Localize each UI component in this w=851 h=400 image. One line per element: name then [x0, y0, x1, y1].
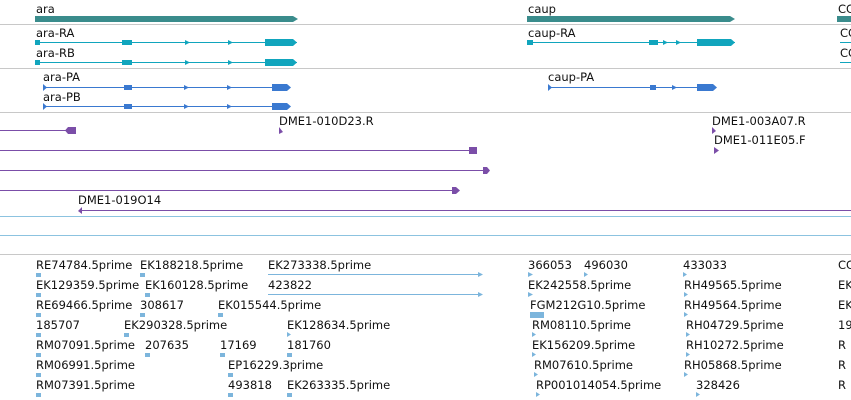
edge-glyph: 19 — [838, 318, 851, 332]
track-separator — [0, 254, 851, 255]
transcript-label-caup-ra[interactable]: caup-RA — [528, 26, 576, 40]
clone-feature[interactable] — [0, 127, 76, 134]
track-separator — [0, 112, 851, 113]
clone-feature-dme1-019o14[interactable] — [78, 207, 851, 214]
gene-feature-cg[interactable] — [837, 16, 851, 22]
est-label[interactable]: EK242558.5prime — [528, 278, 632, 292]
edge-glyph: EK — [838, 298, 851, 312]
est-label[interactable]: 181760 — [287, 338, 331, 352]
edge-glyph: EK — [838, 278, 851, 292]
est-label[interactable]: RH49564.5prime — [684, 298, 782, 312]
est-label[interactable]: 328426 — [696, 378, 740, 392]
est-label[interactable]: 493818 — [228, 378, 272, 392]
est-label[interactable]: 433033 — [683, 258, 727, 272]
est-label[interactable]: RH10272.5prime — [686, 338, 784, 352]
est-label[interactable]: RM07091.5prime — [36, 338, 135, 352]
est-label[interactable]: EK290328.5prime — [124, 318, 228, 332]
est-label[interactable]: EK128634.5prime — [287, 318, 391, 332]
est-label[interactable]: EK129359.5prime — [36, 278, 140, 292]
est-label[interactable]: 308617 — [140, 298, 184, 312]
gene-label-caup[interactable]: caup — [528, 2, 556, 16]
gene-feature-caup[interactable] — [527, 16, 735, 22]
clone-label-dme1-010d23-r[interactable]: DME1-010D23.R — [279, 114, 374, 128]
protein-label-caup-pa[interactable]: caup-PA — [548, 70, 595, 84]
est-label[interactable]: 185707 — [36, 318, 80, 332]
est-label[interactable]: RH04729.5prime — [686, 318, 784, 332]
clone-feature-dme1-011e05-f[interactable] — [714, 147, 719, 154]
track-separator — [0, 68, 851, 69]
clone-feature-dme1-010d23-r[interactable] — [279, 127, 283, 134]
gene-feature-ara[interactable] — [35, 16, 298, 22]
est-label[interactable]: RM07610.5prime — [534, 358, 633, 372]
est-label[interactable]: EK188218.5prime — [140, 258, 244, 272]
est-label[interactable]: RH49565.5prime — [684, 278, 782, 292]
gene-label-ara[interactable]: ara — [36, 2, 55, 16]
est-label[interactable]: 17169 — [220, 338, 257, 352]
clone-feature[interactable] — [0, 147, 477, 154]
est-marks[interactable] — [36, 272, 700, 397]
edge-glyph: CG — [840, 46, 851, 60]
transcript-label-ara-ra[interactable]: ara-RA — [36, 26, 75, 40]
edge-glyph: CG — [838, 258, 851, 272]
est-label[interactable]: 423822 — [268, 278, 312, 292]
transcript-label-ara-rb[interactable]: ara-RB — [36, 46, 75, 60]
clone-label-dme1-019o14[interactable]: DME1-019O14 — [78, 193, 162, 207]
edge-glyph: CG — [840, 26, 851, 40]
transcript-feature-cg[interactable] — [840, 42, 851, 63]
track-separator — [0, 24, 851, 25]
transcript-feature-ara-rb[interactable] — [35, 59, 297, 66]
gene-label-cg[interactable]: CG — [838, 2, 851, 16]
protein-feature-caup-pa[interactable] — [548, 84, 717, 91]
edge-glyph: R — [838, 378, 846, 392]
est-label[interactable]: EP16229.3prime — [228, 358, 324, 372]
est-label[interactable]: RP001014054.5prime — [536, 378, 662, 392]
clone-label-dme1-011e05-f[interactable]: DME1-011E05.F — [714, 133, 806, 147]
track-separator — [0, 235, 851, 236]
protein-feature-ara-pa[interactable] — [43, 84, 291, 91]
protein-label-ara-pa[interactable]: ara-PA — [43, 70, 81, 84]
edge-glyph: R — [838, 338, 846, 352]
clone-feature[interactable] — [0, 187, 460, 194]
est-label[interactable]: RM07391.5prime — [36, 378, 135, 392]
est-label[interactable]: 207635 — [145, 338, 189, 352]
protein-label-ara-pb[interactable]: ara-PB — [43, 90, 81, 104]
est-label[interactable]: RH05868.5prime — [684, 358, 782, 372]
est-label[interactable]: EK273338.5prime — [268, 258, 372, 272]
est-label[interactable]: EK263335.5prime — [287, 378, 391, 392]
clone-label-dme1-003a07-r[interactable]: DME1-003A07.R — [712, 114, 806, 128]
est-label[interactable]: EK156209.5prime — [532, 338, 636, 352]
track-separator — [0, 216, 851, 217]
edge-glyph: R — [838, 358, 846, 372]
est-label[interactable]: 366053 — [528, 258, 572, 272]
est-label[interactable]: RM06991.5prime — [36, 358, 135, 372]
transcript-feature-ara-ra[interactable] — [35, 39, 297, 46]
protein-feature-ara-pb[interactable] — [43, 103, 291, 110]
est-label[interactable]: EK160128.5prime — [145, 278, 249, 292]
est-label[interactable]: FGM212G10.5prime — [530, 298, 646, 312]
transcript-feature-caup-ra[interactable] — [527, 39, 735, 46]
est-label[interactable]: EK015544.5prime — [218, 298, 322, 312]
est-label[interactable]: 496030 — [584, 258, 628, 272]
clone-feature-dme1-003a07-r[interactable] — [712, 127, 716, 134]
est-label[interactable]: RE69466.5prime — [36, 298, 133, 312]
est-label[interactable]: RM08110.5prime — [532, 318, 631, 332]
clone-feature[interactable] — [0, 167, 490, 174]
est-label[interactable]: RE74784.5prime — [36, 258, 133, 272]
